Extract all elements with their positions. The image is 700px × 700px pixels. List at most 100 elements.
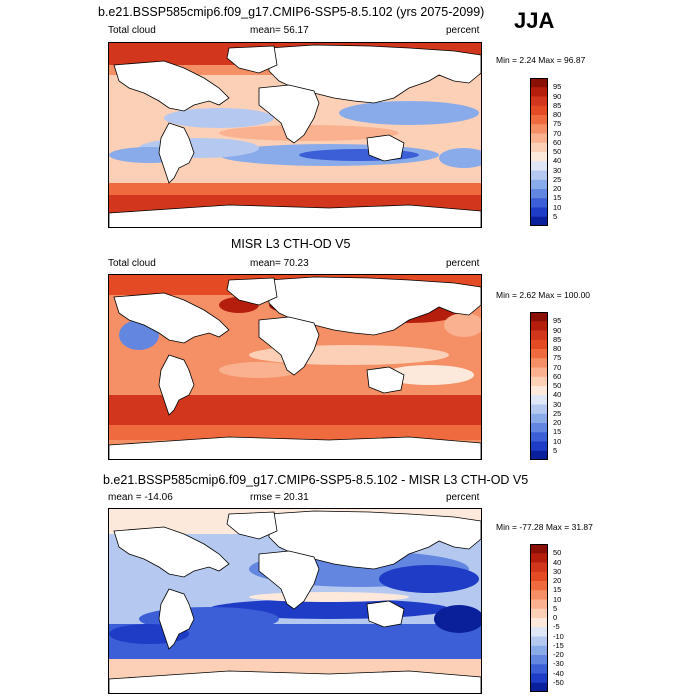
colorbar-swatch [530, 571, 548, 582]
colorbar-tick-label: 20 [553, 576, 562, 585]
colorbar-tick-label: 30 [553, 566, 562, 576]
colorbar-swatch [530, 441, 548, 452]
panel3-minmax: Min = -77.28 Max = 31.87 [496, 522, 593, 532]
colorbar-tick-label: -10 [553, 631, 564, 641]
colorbar-tick-label: -15 [553, 640, 564, 650]
colorbar-swatch [530, 115, 548, 125]
panel2-map [108, 274, 482, 460]
colorbar-tick-label: 10 [553, 594, 562, 604]
colorbar-tick-label: 95 [553, 316, 562, 326]
colorbar-tick-label: 15 [553, 585, 562, 595]
colorbar-swatch [530, 339, 548, 350]
colorbar-border [530, 544, 548, 692]
colorbar-tick-label: 20 [553, 418, 562, 427]
colorbar-tick-label: 40 [553, 390, 562, 400]
colorbar-tick-label: 25 [553, 408, 562, 418]
panel3-units-label: percent [446, 492, 480, 503]
colorbar-swatch [530, 450, 548, 460]
panel1-left-label: Total cloud [108, 25, 156, 36]
colorbar-swatch [530, 358, 548, 368]
colorbar-tick-label: 10 [553, 436, 562, 446]
colorbar-swatch [530, 627, 548, 637]
colorbar-tick-label: -30 [553, 659, 564, 669]
colorbar-tick-label: 15 [553, 193, 562, 203]
panel3-mean-label: mean = -14.06 [108, 492, 173, 503]
colorbar-swatch [530, 395, 548, 405]
colorbar-tick-label: 90 [553, 91, 562, 101]
colorbar-tick-label: 50 [553, 548, 562, 558]
colorbar-tick-label: 5 [553, 603, 558, 613]
colorbar-tick-label: 90 [553, 325, 562, 335]
colorbar-swatch [530, 608, 548, 619]
colorbar-swatch [530, 161, 548, 171]
colorbar-tick-label: 5 [553, 445, 558, 455]
colorbar-tick-label: 50 [553, 147, 562, 156]
panel1-colorbar [530, 78, 548, 226]
colorbar-swatch [530, 216, 548, 226]
panel1-title: b.e21.BSSP585cmip6.f09_g17.CMIP6-SSP5-8.… [98, 5, 485, 19]
colorbar-tick-label: 60 [553, 371, 562, 381]
colorbar-swatch [530, 664, 548, 674]
panel2-title: MISR L3 CTH-OD V5 [231, 237, 351, 251]
colorbar-tick-label: -5 [553, 622, 560, 632]
colorbar-tick-label: 80 [553, 344, 562, 353]
colorbar-tick-label: 15 [553, 427, 562, 437]
colorbar-swatch [530, 349, 548, 359]
colorbar-swatch [530, 376, 548, 387]
colorbar-swatch [530, 544, 548, 554]
colorbar-tick-label: -50 [553, 677, 564, 687]
colorbar-swatch [530, 179, 548, 190]
panel3-map [108, 508, 482, 694]
panel2-units-label: percent [446, 258, 480, 269]
colorbar-swatch [530, 78, 548, 88]
colorbar-swatch [530, 553, 548, 563]
colorbar-swatch [530, 124, 548, 134]
colorbar-swatch [530, 645, 548, 656]
colorbar-tick-label: 25 [553, 174, 562, 184]
colorbar-tick-label: 60 [553, 137, 562, 147]
colorbar-tick-label: 10 [553, 202, 562, 212]
colorbar-swatch [530, 170, 548, 181]
colorbar-tick-label: 20 [553, 184, 562, 193]
colorbar-tick-label: 30 [553, 399, 562, 409]
colorbar-swatch [530, 655, 548, 665]
season-label: JJA [514, 8, 555, 33]
colorbar-swatch [530, 682, 548, 692]
colorbar-tick-label: 50 [553, 381, 562, 390]
panel2-colorbar [530, 312, 548, 460]
panel1-minmax: Min = 2.24 Max = 96.87 [496, 55, 586, 65]
colorbar-swatch [530, 599, 548, 610]
colorbar-swatch [530, 330, 548, 341]
colorbar-swatch [530, 386, 548, 396]
colorbar-swatch [530, 133, 548, 144]
colorbar-swatch [530, 581, 548, 591]
colorbar-swatch [530, 618, 548, 628]
colorbar-tick-label: -40 [553, 668, 564, 678]
panel3-colorbar [530, 544, 548, 692]
colorbar-tick-label: 30 [553, 165, 562, 175]
colorbar-tick-label: 40 [553, 557, 562, 567]
colorbar-tick-label: 75 [553, 353, 562, 363]
panel1-mean-label: mean= 56.17 [250, 25, 309, 36]
colorbar-swatch [530, 413, 548, 424]
colorbar-swatch [530, 636, 548, 647]
colorbar-tick-label: 95 [553, 82, 562, 92]
colorbar-swatch [530, 673, 548, 684]
colorbar-swatch [530, 142, 548, 153]
colorbar-tick-label: 85 [553, 100, 562, 110]
colorbar-swatch [530, 404, 548, 415]
colorbar-swatch [530, 367, 548, 378]
colorbar-swatch [530, 321, 548, 331]
colorbar-swatch [530, 562, 548, 573]
colorbar-swatch [530, 198, 548, 208]
colorbar-tick-label: 85 [553, 334, 562, 344]
colorbar-tick-label: 80 [553, 110, 562, 119]
colorbar-border [530, 78, 548, 226]
panel3-title: b.e21.BSSP585cmip6.f09_g17.CMIP6-SSP5-8.… [103, 473, 529, 487]
colorbar-tick-label: -20 [553, 650, 564, 659]
colorbar-swatch [530, 423, 548, 433]
colorbar-swatch [530, 96, 548, 107]
colorbar-swatch [530, 87, 548, 97]
colorbar-swatch [530, 207, 548, 218]
colorbar-swatch [530, 189, 548, 199]
